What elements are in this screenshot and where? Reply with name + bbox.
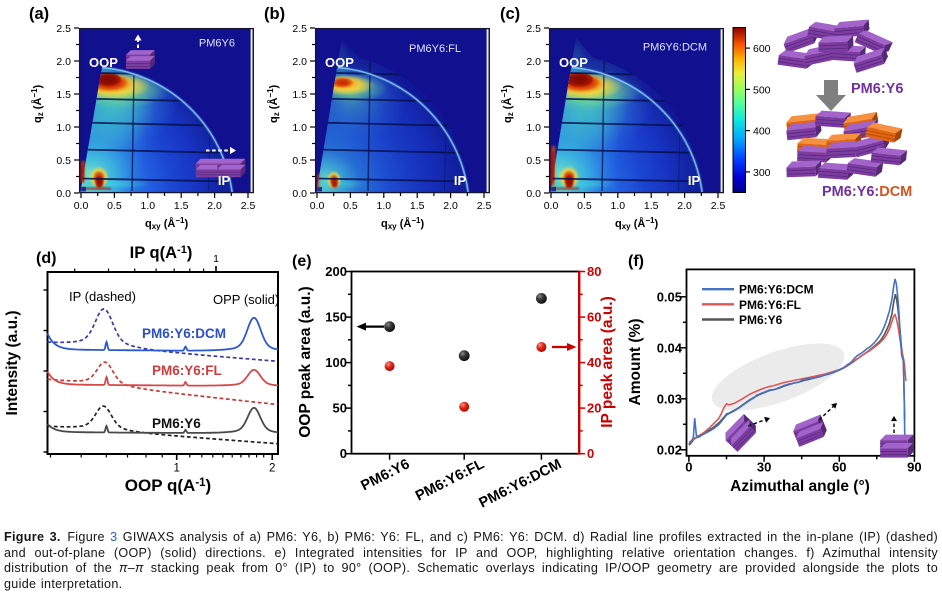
svg-text:PM6:Y6:DCM: PM6:Y6:DCM xyxy=(477,456,565,511)
svg-text:PM6:Y6:DCM: PM6:Y6:DCM xyxy=(142,326,226,341)
svg-text:PM6:Y6:DCM: PM6:Y6:DCM xyxy=(822,184,912,200)
svg-text:600: 600 xyxy=(753,43,771,55)
svg-text:40: 40 xyxy=(587,355,601,370)
svg-text:150: 150 xyxy=(325,310,347,325)
svg-text:200: 200 xyxy=(325,264,347,279)
svg-text:500: 500 xyxy=(753,84,771,96)
svg-text:PM6:Y6: PM6:Y6 xyxy=(851,81,903,97)
svg-text:PM6Y6:DCM: PM6Y6:DCM xyxy=(643,42,707,54)
svg-text:2: 2 xyxy=(269,463,275,475)
svg-text:1: 1 xyxy=(173,463,179,475)
svg-text:60: 60 xyxy=(587,310,601,325)
svg-text:(d): (d) xyxy=(36,250,56,267)
svg-text:Intensity (a.u.): Intensity (a.u.) xyxy=(4,310,21,415)
svg-text:PM6Y6:FL: PM6Y6:FL xyxy=(409,43,461,55)
svg-text:30: 30 xyxy=(757,460,771,475)
svg-text:0.03: 0.03 xyxy=(657,391,682,406)
svg-text:20: 20 xyxy=(587,401,601,416)
svg-text:0: 0 xyxy=(685,460,692,475)
svg-text:PM6:Y6: PM6:Y6 xyxy=(739,313,783,327)
svg-text:OOP peak area (a.u.): OOP peak area (a.u.) xyxy=(297,286,314,437)
svg-text:0.02: 0.02 xyxy=(657,442,682,457)
svg-text:(b): (b) xyxy=(264,5,285,23)
svg-text:60: 60 xyxy=(832,460,846,475)
svg-text:50: 50 xyxy=(333,401,347,416)
svg-text:0.04: 0.04 xyxy=(657,340,683,355)
svg-text:0.05: 0.05 xyxy=(657,289,682,304)
svg-text:PM6:Y6:FL: PM6:Y6:FL xyxy=(739,298,801,312)
svg-text:400: 400 xyxy=(753,126,771,138)
svg-text:OOP: OOP xyxy=(325,55,354,70)
svg-text:(f): (f) xyxy=(628,253,644,270)
svg-text:Amount (%): Amount (%) xyxy=(627,319,644,406)
svg-text:OOP q(A-1): OOP q(A-1) xyxy=(125,476,211,495)
svg-text:(e): (e) xyxy=(292,253,312,270)
svg-text:PM6Y6: PM6Y6 xyxy=(199,38,235,50)
svg-text:PM6:Y6:FL: PM6:Y6:FL xyxy=(152,363,222,378)
svg-text:Azimuthal angle (°): Azimuthal angle (°) xyxy=(730,478,870,495)
svg-text:IP peak area (a.u.): IP peak area (a.u.) xyxy=(599,296,616,428)
svg-text:OOP: OOP xyxy=(559,55,588,70)
svg-text:IP q(A-1): IP q(A-1) xyxy=(130,244,193,262)
svg-text:(a): (a) xyxy=(29,5,49,23)
svg-text:80: 80 xyxy=(587,264,601,279)
svg-text:PM6:Y6:DCM: PM6:Y6:DCM xyxy=(739,283,814,297)
svg-text:IP: IP xyxy=(218,173,231,188)
svg-text:0: 0 xyxy=(340,446,347,461)
svg-text:IP: IP xyxy=(688,173,701,188)
svg-text:OOP: OOP xyxy=(89,55,118,70)
svg-text:100: 100 xyxy=(325,355,347,370)
svg-text:90: 90 xyxy=(907,460,921,475)
svg-text:IP (dashed): IP (dashed) xyxy=(69,289,136,304)
svg-text:PM6:Y6: PM6:Y6 xyxy=(358,456,412,494)
svg-text:(c): (c) xyxy=(500,5,520,23)
svg-text:0: 0 xyxy=(587,446,594,461)
svg-text:300: 300 xyxy=(753,167,771,179)
svg-text:OPP (solid): OPP (solid) xyxy=(213,292,279,307)
svg-text:PM6:Y6: PM6:Y6 xyxy=(152,416,201,431)
svg-text:IP: IP xyxy=(454,173,467,188)
svg-text:1: 1 xyxy=(213,253,219,265)
